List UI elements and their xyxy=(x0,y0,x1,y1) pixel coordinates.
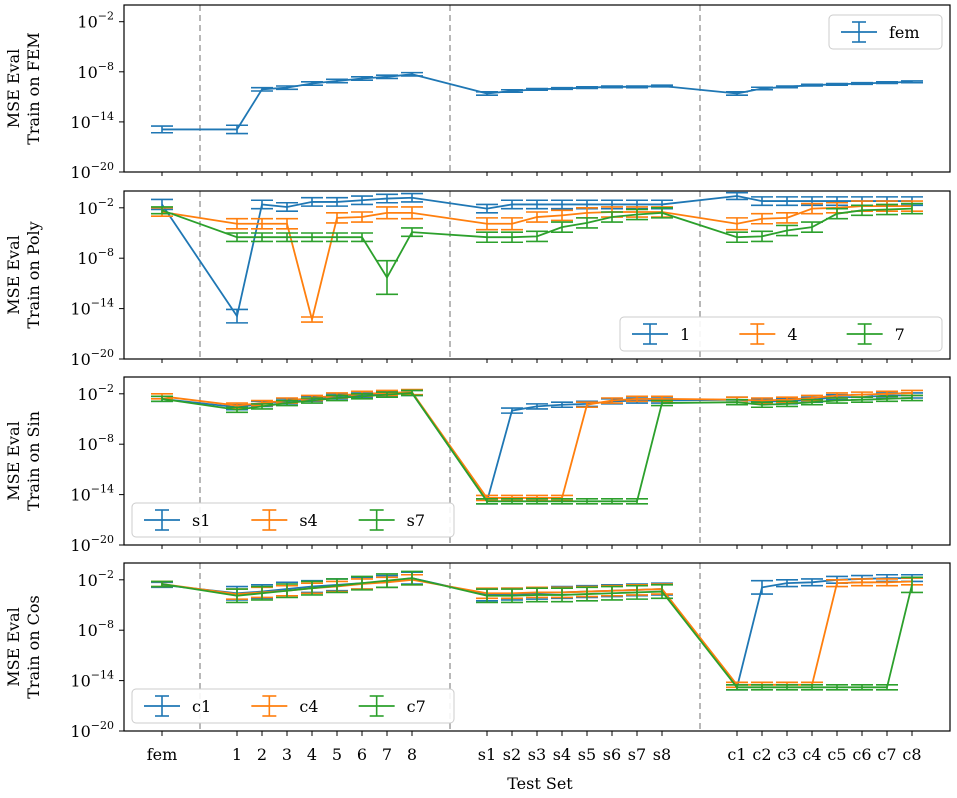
y-tick-label: 10−14 xyxy=(70,297,114,319)
legend-box xyxy=(131,688,455,724)
series-line xyxy=(236,88,263,130)
legend-box xyxy=(619,316,943,352)
x-tick-label: c5 xyxy=(827,745,846,764)
panel-4: 10−20 10−14 10−8 10−2 MSE EvalTrain on Cos c1… xyxy=(4,562,951,741)
y-tick-label: 10−2 xyxy=(77,196,114,218)
y-tick-label: 10−20 xyxy=(70,719,114,741)
legend-entry-s4: s4 xyxy=(251,509,318,531)
legend-entry-fem: fem xyxy=(841,21,920,43)
x-tick-label: 8 xyxy=(407,745,417,764)
legend-box xyxy=(828,14,943,50)
y-tick-label: 10−20 xyxy=(70,160,114,182)
panel-2: 10−20 10−14 10−8 10−2 MSE EvalTrain on Poly 1… xyxy=(4,190,951,369)
y-tick-label: 10−2 xyxy=(77,568,114,590)
x-tick-label: c8 xyxy=(902,745,921,764)
legend-label: c7 xyxy=(407,697,426,716)
x-tick-label: c6 xyxy=(852,745,871,764)
legend-entry-4: 4 xyxy=(739,323,798,345)
y-tick-label: 10−8 xyxy=(77,60,114,82)
y-tick-label: 10−14 xyxy=(70,483,114,505)
legend-entry-s1: s1 xyxy=(144,509,210,531)
series-fem xyxy=(151,71,923,135)
series-line xyxy=(411,73,488,95)
y-tick-label: 10−20 xyxy=(70,347,114,369)
series-line xyxy=(486,90,513,95)
y-tick-label: 10−2 xyxy=(77,382,114,404)
legend-box xyxy=(131,502,455,538)
x-tick-label: 3 xyxy=(282,745,292,764)
x-tick-label: 4 xyxy=(307,745,317,764)
legend-entry-c4: c4 xyxy=(251,695,318,717)
x-tick-label: 2 xyxy=(257,745,267,764)
y-tick-label: 10−20 xyxy=(70,533,114,555)
y-tick-label: 10−14 xyxy=(70,110,114,132)
legend-entry-7: 7 xyxy=(846,323,905,345)
x-tick-label: s8 xyxy=(653,745,671,764)
y-tick-label: 10−2 xyxy=(77,10,114,32)
series-4 xyxy=(151,200,923,323)
legend-label: 4 xyxy=(787,325,797,344)
x-tick-label: 5 xyxy=(332,745,342,764)
y-tick-label: 10−8 xyxy=(77,246,114,268)
x-tick-label: 7 xyxy=(382,745,392,764)
legend-label: 1 xyxy=(680,325,690,344)
legend-entry-1: 1 xyxy=(632,323,690,345)
legend-label: s7 xyxy=(407,511,425,530)
x-tick-label: s4 xyxy=(553,745,571,764)
x-tick-label: s1 xyxy=(478,745,496,764)
legend: c1 c4 c7 xyxy=(131,688,455,724)
series-7 xyxy=(151,202,923,296)
legend-label: 7 xyxy=(895,325,905,344)
series-line xyxy=(661,85,738,95)
series-1 xyxy=(151,191,923,324)
x-tick-label: c2 xyxy=(752,745,771,764)
y-axis-label: MSE EvalTrain on FEM xyxy=(4,32,43,145)
x-tick-label: s5 xyxy=(578,745,596,764)
series-line xyxy=(161,205,912,320)
y-axis-label: MSE EvalTrain on Sin xyxy=(4,411,43,511)
series-c7 xyxy=(151,570,923,691)
legend-label: c4 xyxy=(299,697,318,716)
x-tick-label: s3 xyxy=(528,745,546,764)
x-tick-label: s6 xyxy=(603,745,621,764)
y-tick-label: 10−8 xyxy=(77,432,114,454)
legend: 1 4 7 xyxy=(619,316,943,352)
y-tick-label: 10−8 xyxy=(77,618,114,640)
legend: fem xyxy=(828,14,943,50)
panel-1: 10−20 10−14 10−8 10−2 MSE EvalTrain on FEM fe… xyxy=(4,4,951,182)
x-tick-label: c1 xyxy=(727,745,746,764)
x-tick-label: 6 xyxy=(357,745,367,764)
legend-label: fem xyxy=(889,23,920,42)
y-tick-label: 10−14 xyxy=(70,669,114,691)
legend-label: s1 xyxy=(192,511,210,530)
x-axis-label: Test Set xyxy=(507,774,573,793)
legend-entry-c1: c1 xyxy=(144,695,211,717)
x-tick-label: s2 xyxy=(503,745,521,764)
series-s1 xyxy=(151,389,923,505)
x-tick-label: c4 xyxy=(802,745,821,764)
series-line xyxy=(736,87,763,95)
legend-entry-s7: s7 xyxy=(358,509,425,531)
legend-entry-c7: c7 xyxy=(358,695,426,717)
x-tick-label: c7 xyxy=(877,745,896,764)
x-tick-label: c3 xyxy=(777,745,796,764)
legend-label: s4 xyxy=(299,511,317,530)
x-axis: fem 1 2 3 4 5 6 7 8 s1 s2 s3 s4 s5 s6 s7 s8 c1 c2 c3 c4 c5 c6 c… xyxy=(147,172,922,764)
series-s7 xyxy=(151,389,923,505)
x-tick-label: 1 xyxy=(232,745,242,764)
legend: s1 s4 s7 xyxy=(131,502,455,538)
x-tick-label: s7 xyxy=(628,745,646,764)
y-axis-label: MSE EvalTrain on Poly xyxy=(4,221,43,328)
x-tick-label: fem xyxy=(147,745,178,764)
legend-label: c1 xyxy=(192,697,211,716)
panel-3: 10−20 10−14 10−8 10−2 MSE EvalTrain on Sin s1… xyxy=(4,376,951,555)
y-axis-label: MSE EvalTrain on Cos xyxy=(4,595,43,698)
panels: 10−20 10−14 10−8 10−2 MSE EvalTrain on FEM fe… xyxy=(4,4,951,741)
